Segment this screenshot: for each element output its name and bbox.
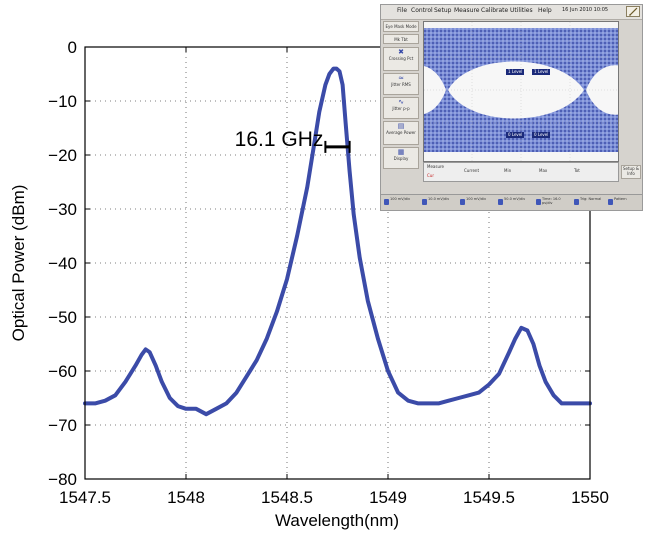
eye-opening-left (424, 66, 446, 114)
y-tick-label: −40 (48, 254, 77, 273)
setup-info-label: Setup & Info (622, 166, 640, 176)
sidebar-eye-mode-button[interactable]: Eye Mask Mode (383, 21, 419, 32)
pattern-setting[interactable]: Pattern (607, 197, 640, 208)
scope-sidebar: Eye Mask Mode Mk Tbt ✖ Crossing Pct ≈ Ji… (383, 21, 421, 193)
readout-cur: Cur (427, 173, 434, 178)
pen-icon (629, 7, 638, 16)
y-tick-label: 0 (68, 38, 77, 57)
zero-level-marker: 0 Level (506, 132, 525, 138)
scope-menu-help[interactable]: Help (538, 7, 552, 14)
sidebar-display-label: Display (393, 156, 409, 161)
x-tick-label: 1549 (369, 488, 407, 507)
setup-info-button[interactable]: Setup & Info (621, 165, 641, 179)
sidebar-jitter-rms-button[interactable]: ≈ Jitter RMS (383, 73, 419, 95)
y-tick-label: −80 (48, 470, 77, 489)
sidebar-average-power-button[interactable]: ▤ Average Power (383, 121, 419, 145)
scope-datetime: 16 Jun 2010 10:05 (562, 7, 609, 13)
spectrum-line (83, 66, 592, 417)
sidebar-jitter-pp-button[interactable]: ∿ Jitter p-p (383, 97, 419, 119)
sidebar-crossing-button[interactable]: ✖ Crossing Pct (383, 47, 419, 71)
x-tick-label: 1548.5 (261, 488, 313, 507)
scope-menu-file[interactable]: File (397, 7, 408, 14)
one-level-marker-right: 1 Level (532, 69, 551, 75)
scope-menu-measure[interactable]: Measure (454, 7, 480, 14)
jitter-pp-icon: ∿ (398, 98, 404, 106)
jitter-icon: ≈ (398, 74, 404, 82)
scope-menu-utilities[interactable]: Utilities (510, 7, 533, 14)
x-tick-label: 1550 (571, 488, 609, 507)
scope-window-button[interactable] (626, 6, 640, 17)
crossing-icon: ✖ (398, 48, 404, 56)
zero-level-marker-right: 0 Level (532, 132, 551, 138)
y-axis-label: Optical Power (dBm) (9, 185, 28, 342)
scope-menu-calibrate[interactable]: Calibrate (481, 7, 509, 14)
y-tick-label: −60 (48, 362, 77, 381)
channel-status-bar: 100 mV/div 10.0 mV/div 100 mV/div 50.0 m… (381, 194, 642, 210)
bandwidth-label: 16.1 GHz (235, 128, 324, 151)
x-tick-label: 1549.5 (463, 488, 515, 507)
eye-diagram-screen: 1 Level 1 Level 0 Level 0 Level (423, 21, 619, 162)
x-tick-label: 1547.5 (59, 488, 111, 507)
readout-max: Max (539, 168, 548, 173)
y-axis-ticks: 0 −10 −20 −30 −40 −50 −60 −70 −80 (48, 38, 590, 489)
eye-opening (448, 61, 584, 119)
channel-3-scale[interactable]: 100 mV/div (459, 197, 495, 208)
eye-diagram-plot (424, 22, 618, 161)
bandwidth-annotation: 16.1 GHz (235, 128, 351, 153)
sidebar-marker-button[interactable]: Mk Tbt (383, 34, 419, 44)
sidebar-average-power-label: Average Power (386, 130, 416, 135)
sidebar-crossing-label: Crossing Pct (388, 56, 414, 61)
sidebar-jitter-rms-label: Jitter RMS (391, 82, 411, 87)
y-tick-label: −20 (48, 146, 77, 165)
y-tick-label: −30 (48, 200, 77, 219)
readout-min: Min (504, 168, 512, 173)
power-icon: ▤ (397, 122, 405, 130)
channel-4-scale[interactable]: 50.0 mV/div (497, 197, 533, 208)
spectrum-series (83, 66, 592, 417)
scope-menu-setup[interactable]: Setup (434, 7, 452, 14)
oscilloscope-eye-diagram-inset: File Control Setup Measure Calibrate Uti… (380, 4, 643, 211)
sidebar-marker-label: Mk Tbt (394, 37, 408, 42)
sidebar-jitter-pp-label: Jitter p-p (392, 106, 410, 111)
y-tick-label: −50 (48, 308, 77, 327)
channel-2-scale[interactable]: 10.0 mV/div (421, 197, 457, 208)
readout-tot: Tot (574, 168, 580, 173)
scope-menu-bar: File Control Setup Measure Calibrate Uti… (381, 5, 642, 20)
y-tick-label: −10 (48, 92, 77, 111)
readout-current: Current (464, 168, 480, 173)
sidebar-display-button[interactable]: ▦ Display (383, 147, 419, 169)
sidebar-eye-mode-label: Eye Mask Mode (385, 24, 417, 29)
scope-menu-control[interactable]: Control (411, 7, 433, 14)
channel-1-scale[interactable]: 100 mV/div (383, 197, 419, 208)
y-tick-label: −70 (48, 416, 77, 435)
x-tick-label: 1548 (167, 488, 205, 507)
measurement-readout-panel: Measure Cur Current Min Max Tot (423, 162, 619, 182)
x-axis-label: Wavelength(nm) (275, 511, 399, 530)
x-axis-ticks: 1547.5 1548 1548.5 1549 1549.5 1550 (59, 47, 609, 507)
eye-opening-right (586, 65, 618, 115)
display-icon: ▦ (397, 148, 405, 156)
readout-tab[interactable]: Measure (427, 164, 444, 169)
trigger-setting[interactable]: Trig: Normal (573, 197, 605, 208)
timebase-setting[interactable]: Time: 16.0 ps/div (535, 197, 571, 208)
one-level-marker: 1 Level (506, 69, 525, 75)
